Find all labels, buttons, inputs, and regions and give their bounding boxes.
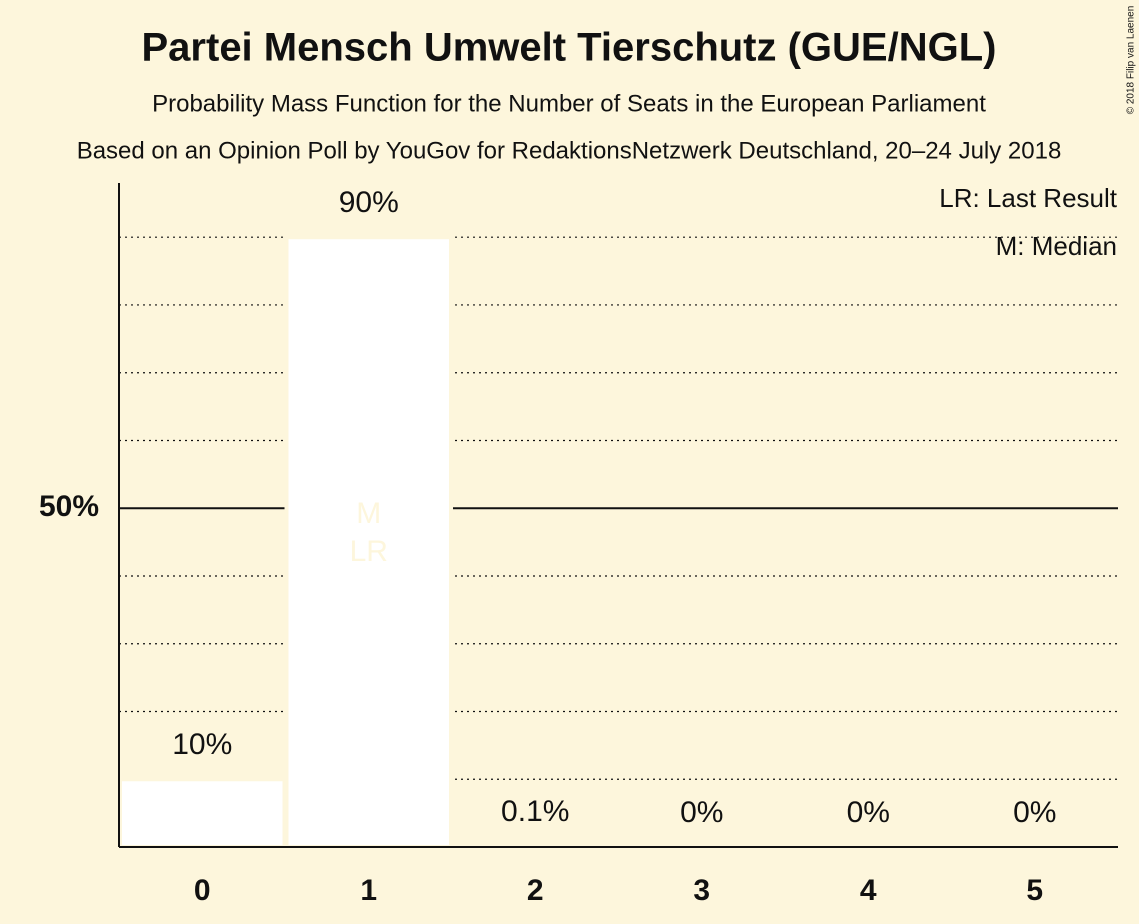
x-tick-label: 3: [693, 874, 710, 907]
value-label: 10%: [172, 728, 232, 761]
chart-source: Based on an Opinion Poll by YouGov for R…: [77, 137, 1062, 164]
value-label: 0%: [1013, 796, 1056, 829]
chart-subtitle: Probability Mass Function for the Number…: [152, 90, 986, 117]
x-tick-label: 2: [527, 874, 544, 907]
marker-label: LR: [350, 535, 388, 568]
value-label: 0.1%: [501, 795, 569, 828]
value-label: 90%: [339, 186, 399, 219]
bar: [118, 777, 287, 849]
y-tick-label: 50%: [39, 490, 99, 523]
marker-label: M: [356, 497, 381, 530]
x-tick-label: 0: [194, 874, 211, 907]
copyright: © 2018 Filip van Laenen: [1126, 6, 1137, 115]
x-tick-label: 4: [860, 874, 877, 907]
chart-title: Partei Mensch Umwelt Tierschutz (GUE/NGL…: [142, 26, 997, 70]
value-label: 0%: [680, 796, 723, 829]
legend-entry: LR: Last Result: [939, 183, 1118, 213]
x-tick-label: 5: [1026, 874, 1043, 907]
value-label: 0%: [847, 796, 890, 829]
x-tick-label: 1: [360, 874, 377, 907]
bar: [284, 235, 453, 849]
legend-entry: M: Median: [996, 231, 1117, 261]
